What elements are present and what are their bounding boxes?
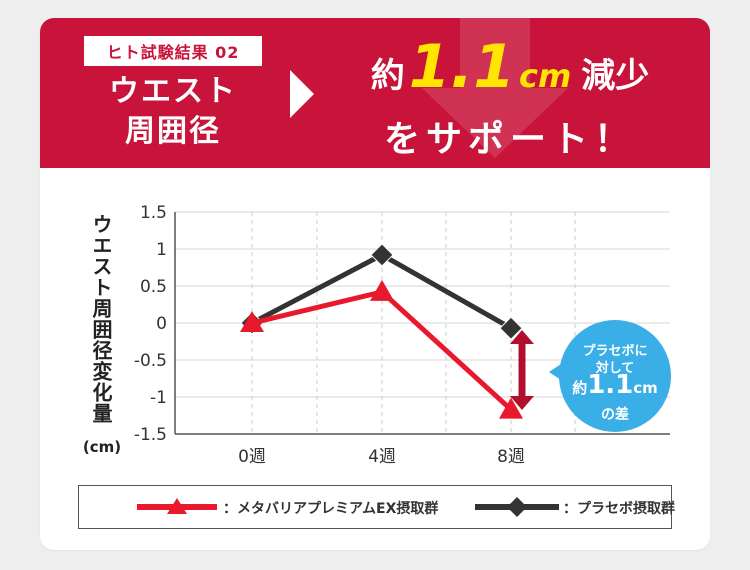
y-tick-label: 0.5 — [140, 277, 167, 297]
y-tick-label: -0.5 — [134, 351, 167, 371]
callout-line1: プラセボに — [582, 344, 648, 359]
study-tag: ヒト試験結果 02 — [84, 36, 262, 66]
callout-line4: の差 — [601, 407, 629, 423]
down-arrow-icon — [422, 18, 568, 158]
difference-callout: プラセボに 対して 約1.1cm の差 — [559, 320, 671, 432]
result-card: ヒト試験結果 02 ウエスト 周囲径 約1.1 cm 減少 をサポート！ ウエスト周… — [40, 18, 710, 550]
x-tick-label: 0週 — [238, 447, 266, 467]
claim-unit: cm — [518, 57, 572, 95]
claim-prefix: 約 — [370, 56, 405, 96]
metric-name-line1: ウエスト — [109, 74, 237, 109]
x-tick-label: 4週 — [368, 447, 396, 467]
callout-value-line: 約1.1cm — [559, 370, 671, 400]
x-tick-label: 8週 — [497, 447, 525, 467]
difference-arrow-icon — [510, 330, 534, 410]
y-tick-label: 0 — [156, 314, 167, 334]
callout-value: 1.1 — [587, 370, 634, 400]
test-point — [370, 279, 394, 301]
claim-value: 1.1 — [408, 32, 515, 102]
series — [240, 243, 523, 419]
legend-placebo-label: ：プラセボ摂取群 — [563, 501, 675, 517]
legend-swatches — [137, 497, 559, 517]
y-tick-label: -1 — [150, 388, 167, 408]
diamond-icon — [507, 497, 527, 517]
placebo-point — [499, 316, 523, 340]
y-ticks: 1.5 1 0.5 0 -0.5 -1 -1.5 — [134, 203, 167, 445]
claim-headline: 約1.1 cm 減少 — [330, 32, 690, 102]
y-tick-label: -1.5 — [134, 425, 167, 445]
claim-suffix: 減少 — [581, 56, 650, 96]
waist-change-chart: 1.5 1 0.5 0 -0.5 -1 -1.5 0週 4週 8週 — [134, 203, 670, 467]
chart-legend: ：メタバリアプレミアムEX摂取群 ：プラセボ摂取群 — [78, 485, 675, 529]
chevron-right-icon — [290, 70, 314, 118]
result-header: ヒト試験結果 02 ウエスト 周囲径 約1.1 cm 減少 をサポート！ — [40, 18, 710, 168]
y-axis-unit: (cm) — [82, 438, 122, 456]
legend-test-label: ：メタバリアプレミアムEX摂取群 — [223, 501, 439, 517]
callout-tail — [549, 364, 561, 380]
test-point — [499, 397, 523, 419]
placebo-point — [370, 243, 394, 267]
y-tick-label: 1 — [156, 240, 167, 260]
callout-line2: 対して — [595, 361, 635, 376]
claim-subline: をサポート！ — [383, 119, 636, 160]
metric-name-line2: 周囲径 — [125, 114, 221, 149]
test-point — [240, 311, 264, 332]
x-ticks: 0週 4週 8週 — [238, 447, 525, 467]
callout-unit: cm — [633, 379, 658, 397]
callout-prefix: 約 — [572, 379, 588, 397]
y-tick-label: 1.5 — [140, 203, 167, 223]
triangle-icon — [167, 498, 187, 514]
y-axis-label: ウエスト周囲径変化量 — [89, 214, 113, 424]
